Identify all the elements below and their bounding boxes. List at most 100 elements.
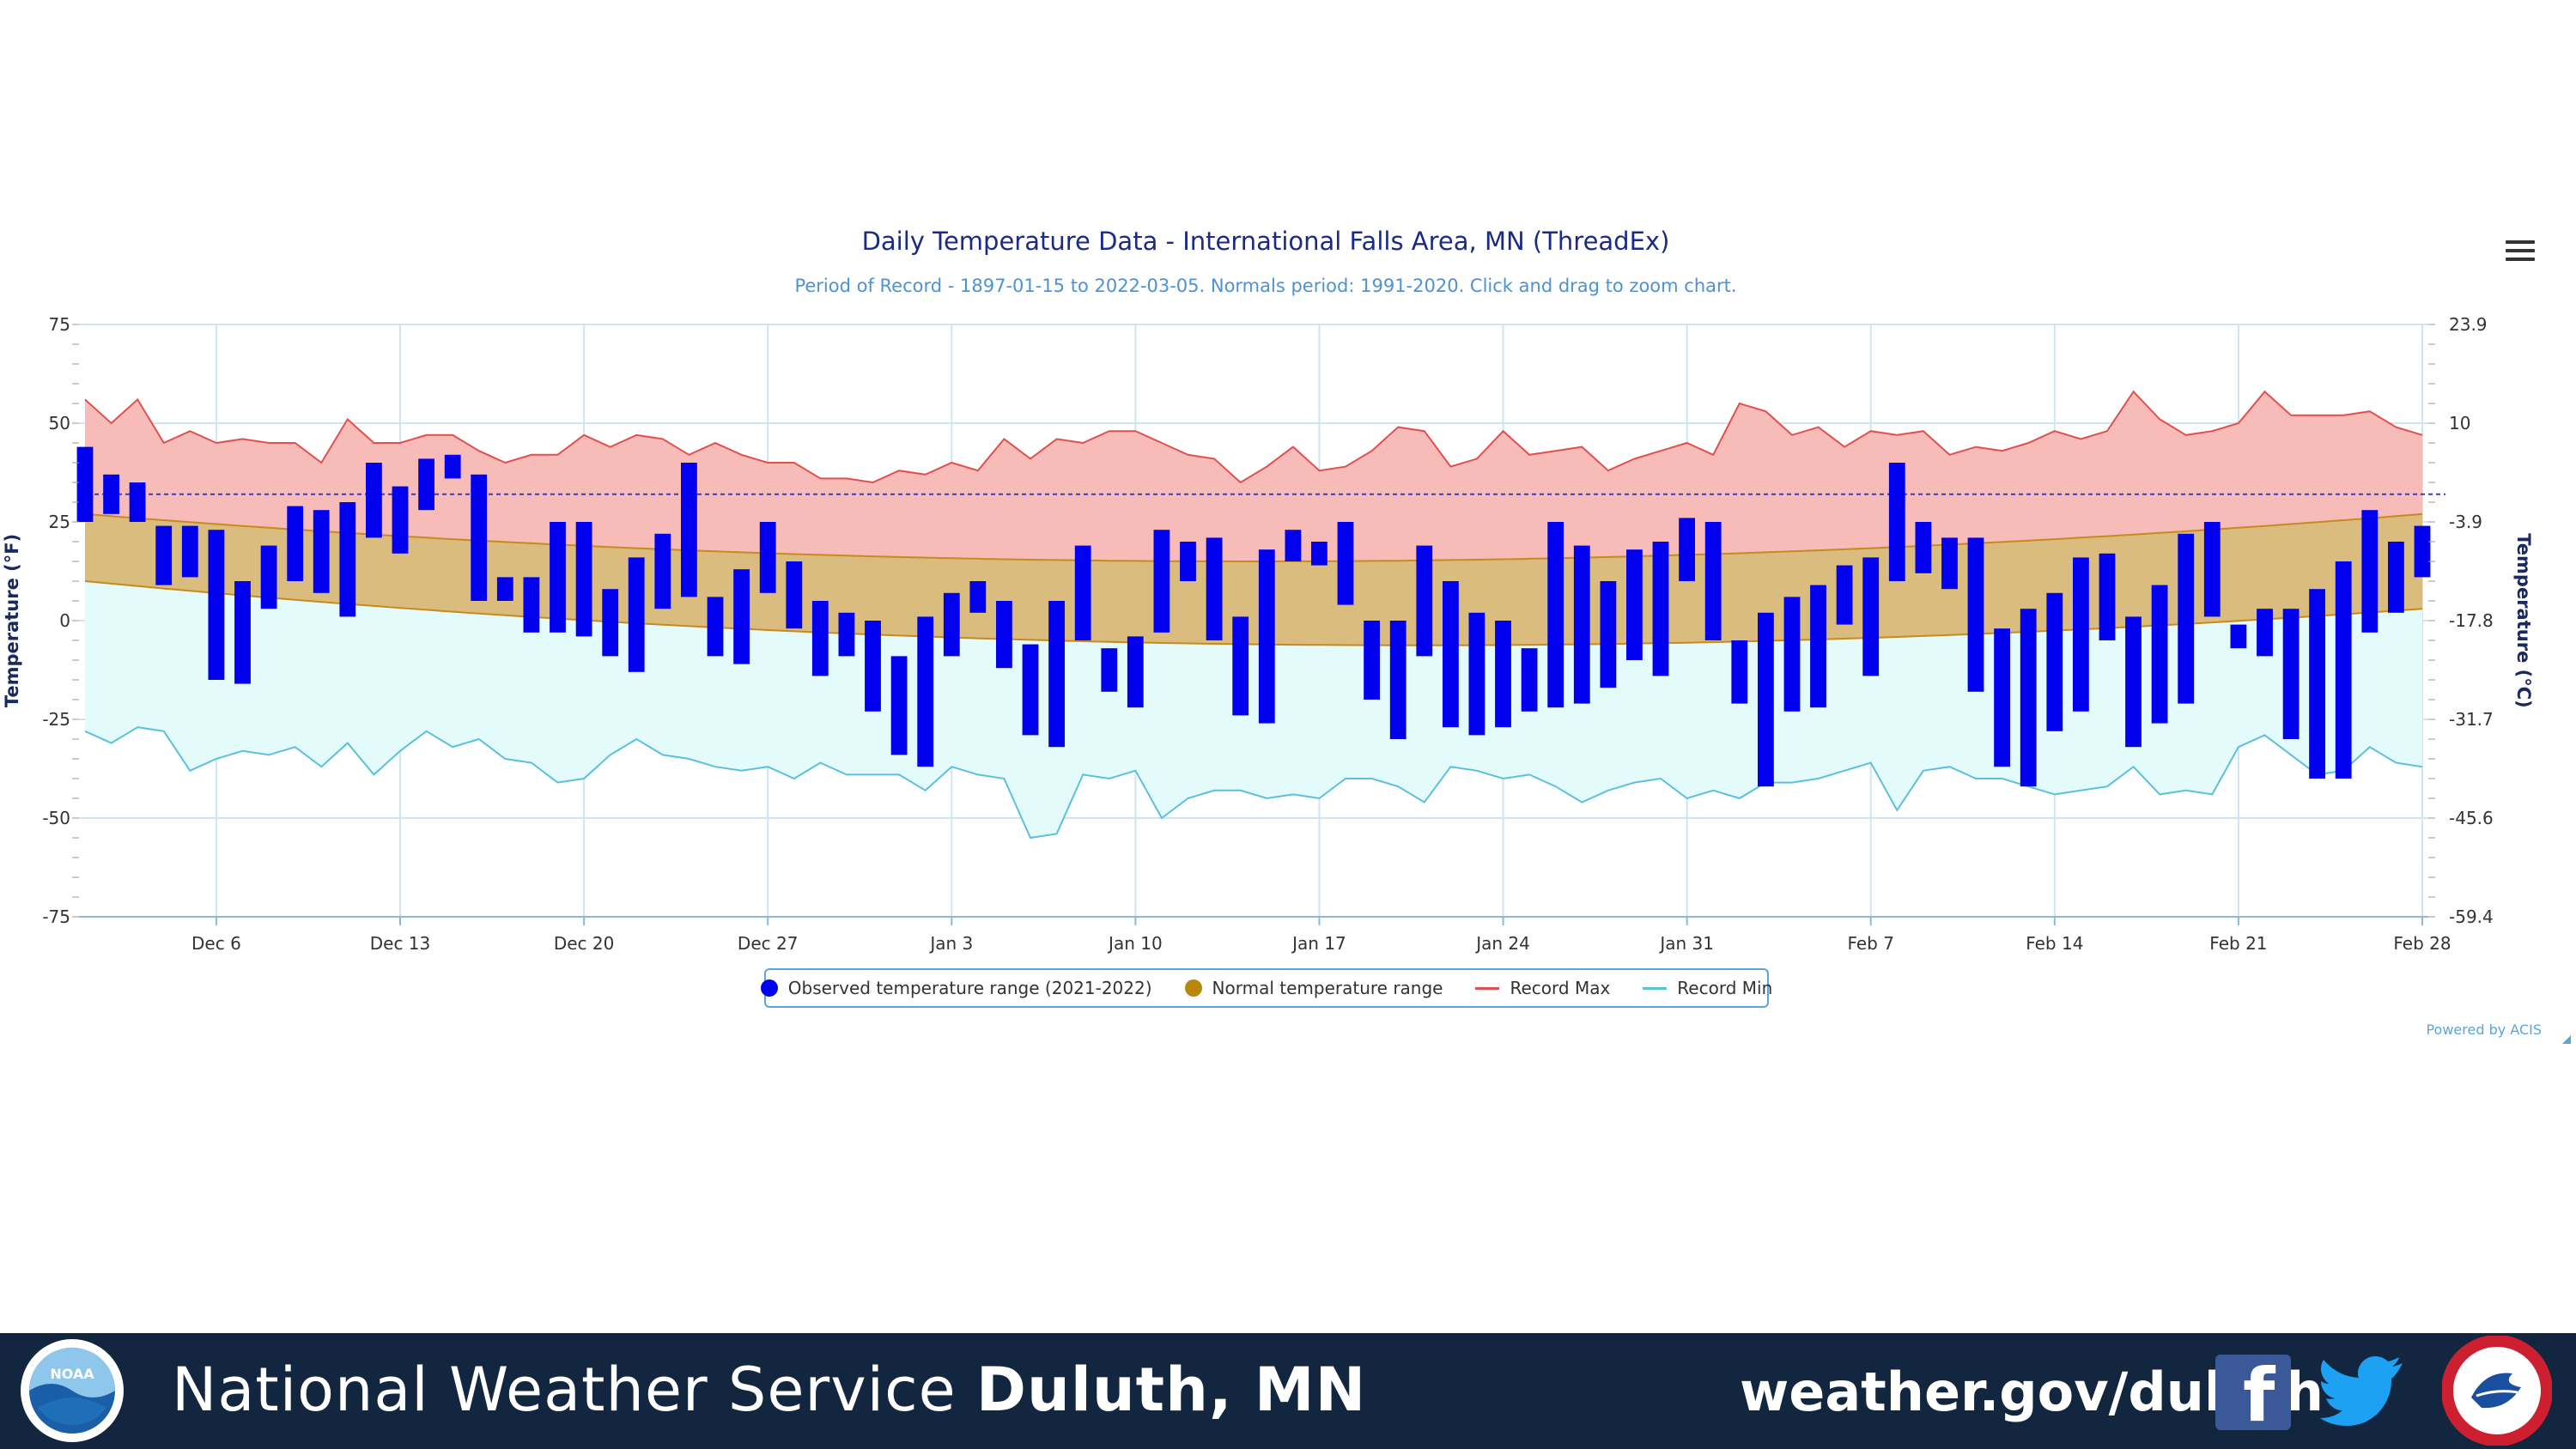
observed-bar[interactable] (733, 569, 750, 664)
observed-bar[interactable] (1758, 612, 1774, 787)
observed-bar[interactable] (681, 463, 697, 597)
observed-bar[interactable] (602, 589, 619, 657)
legend-item-record-min[interactable]: Record Min (1643, 978, 1772, 998)
observed-bar[interactable] (1468, 612, 1485, 736)
observed-bar[interactable] (1888, 463, 1905, 581)
observed-bar[interactable] (2282, 609, 2300, 739)
observed-bar[interactable] (129, 482, 146, 522)
facebook-icon[interactable]: f (2215, 1355, 2291, 1435)
observed-bar[interactable] (1941, 537, 1958, 590)
observed-bar[interactable] (2414, 525, 2431, 578)
observed-bar[interactable] (1180, 542, 1196, 581)
observed-bar[interactable] (392, 486, 409, 554)
observed-bar[interactable] (1258, 549, 1275, 724)
observed-bar[interactable] (2309, 589, 2325, 779)
observed-bar[interactable] (496, 577, 513, 601)
observed-bar[interactable] (2099, 553, 2116, 640)
observed-bar[interactable] (1862, 557, 1880, 676)
observed-bar[interactable] (1810, 585, 1826, 708)
twitter-icon[interactable] (2320, 1351, 2406, 1434)
observed-bar[interactable] (260, 545, 277, 609)
observed-bar[interactable] (1783, 597, 1801, 712)
observed-bars[interactable] (76, 446, 2431, 787)
observed-bar[interactable] (1967, 537, 1984, 692)
observed-bar[interactable] (366, 463, 382, 538)
observed-bar[interactable] (575, 522, 592, 637)
observed-bar[interactable] (2361, 510, 2379, 633)
observed-bar[interactable] (2203, 522, 2221, 617)
observed-bar[interactable] (523, 577, 540, 633)
observed-bar[interactable] (1127, 636, 1144, 708)
legend-item-normal[interactable]: Normal temperature range (1184, 978, 1443, 998)
observed-bar[interactable] (1915, 522, 1932, 573)
observed-bar[interactable] (996, 601, 1012, 669)
credit-link[interactable]: Powered by ACIS (2426, 1022, 2542, 1038)
observed-bar[interactable] (1731, 640, 1748, 704)
observed-bar[interactable] (1626, 549, 1643, 660)
observed-bar[interactable] (1495, 621, 1511, 728)
observed-bar[interactable] (654, 533, 671, 609)
observed-bar[interactable] (1704, 522, 1722, 640)
observed-bar[interactable] (1573, 545, 1590, 704)
observed-bar[interactable] (418, 458, 434, 511)
observed-bar[interactable] (313, 510, 330, 593)
observed-bar[interactable] (1285, 530, 1302, 561)
observed-bar[interactable] (103, 474, 119, 514)
observed-bar[interactable] (444, 454, 461, 479)
observed-bar[interactable] (865, 621, 881, 712)
observed-bar[interactable] (1600, 581, 1617, 688)
observed-bar[interactable] (2020, 609, 2037, 787)
observed-bar[interactable] (2335, 561, 2352, 779)
observed-bar[interactable] (155, 525, 173, 585)
observed-bar[interactable] (890, 656, 908, 755)
observed-bar[interactable] (1416, 545, 1433, 657)
observed-bar[interactable] (339, 502, 356, 617)
observed-bar[interactable] (786, 561, 803, 629)
observed-bar[interactable] (838, 612, 855, 657)
observed-bar[interactable] (707, 597, 724, 657)
observed-bar[interactable] (2125, 616, 2142, 748)
observed-bar[interactable] (1547, 522, 1564, 708)
observed-bar[interactable] (1311, 542, 1327, 566)
observed-bar[interactable] (1389, 621, 1406, 739)
observed-bar[interactable] (181, 525, 198, 578)
observed-bar[interactable] (1048, 601, 1065, 748)
observed-bar[interactable] (2257, 609, 2273, 657)
observed-bar[interactable] (234, 581, 251, 684)
observed-bar[interactable] (943, 592, 960, 657)
observed-bar[interactable] (1443, 581, 1459, 728)
observed-bar[interactable] (471, 474, 488, 601)
observed-bar[interactable] (1074, 545, 1091, 640)
observed-bar[interactable] (917, 616, 934, 767)
observed-bar[interactable] (2046, 592, 2063, 731)
hamburger-menu-icon[interactable] (2506, 240, 2535, 264)
observed-bar[interactable] (1337, 522, 1354, 605)
observed-bar[interactable] (1101, 648, 1118, 692)
observed-bar[interactable] (550, 522, 566, 633)
legend-item-observed[interactable]: Observed temperature range (2021-2022) (760, 978, 1152, 998)
observed-bar[interactable] (2178, 533, 2195, 704)
observed-bar[interactable] (76, 446, 94, 522)
observed-bar[interactable] (287, 506, 304, 581)
legend-item-record-max[interactable]: Record Max (1475, 978, 1610, 998)
observed-bar[interactable] (969, 581, 987, 613)
observed-bar[interactable] (1679, 518, 1695, 581)
observed-bar[interactable] (1206, 537, 1223, 640)
resize-handle-icon[interactable] (2562, 1035, 2571, 1044)
observed-bar[interactable] (759, 522, 776, 593)
observed-bar[interactable] (1994, 628, 2010, 767)
observed-bar[interactable] (1652, 542, 1669, 676)
observed-bar[interactable] (811, 601, 829, 676)
observed-bar[interactable] (628, 557, 645, 672)
observed-bar[interactable] (1022, 644, 1039, 736)
observed-bar[interactable] (1364, 621, 1380, 700)
observed-bar[interactable] (1521, 648, 1538, 712)
observed-bar[interactable] (208, 530, 225, 680)
observed-bar[interactable] (1836, 565, 1853, 625)
observed-bar[interactable] (2388, 542, 2404, 613)
observed-bar[interactable] (1232, 616, 1249, 716)
observed-bar[interactable] (2073, 557, 2089, 712)
observed-bar[interactable] (2151, 585, 2168, 724)
observed-bar[interactable] (2230, 624, 2247, 649)
